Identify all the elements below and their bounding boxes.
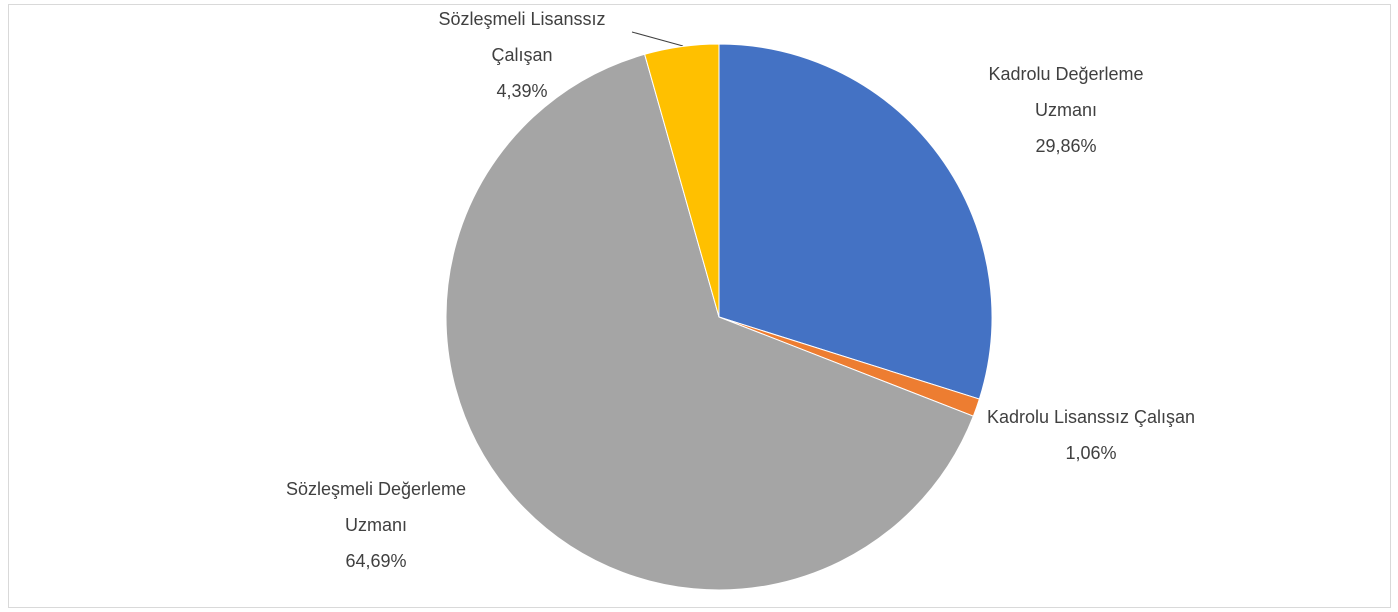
category-name: Sözleşmeli Değerleme Uzmanı [285, 479, 467, 535]
pie-slice [445, 53, 974, 591]
data-label: Kadrolu Lisanssız Çalışan 1,06% [984, 399, 1199, 471]
data-label: Sözleşmeli Lisanssız Çalışan 4,39% [415, 1, 630, 109]
pie-slice [644, 43, 720, 318]
category-name: Kadrolu Değerleme Uzmanı [988, 64, 1144, 120]
data-label: Sözleşmeli Değerleme Uzmanı 64,69% [269, 471, 484, 579]
pie-slice [718, 43, 993, 400]
data-label: Kadrolu Değerleme Uzmanı 29,86% [959, 56, 1174, 164]
leader-line [631, 31, 684, 47]
value-label: 1,06% [1065, 443, 1117, 463]
value-label: 4,39% [496, 81, 548, 101]
value-label: 64,69% [345, 551, 407, 571]
category-name: Sözleşmeli Lisanssız Çalışan [438, 9, 606, 65]
category-name: Kadrolu Lisanssız Çalışan [986, 407, 1196, 427]
value-label: 29,86% [1035, 136, 1097, 156]
